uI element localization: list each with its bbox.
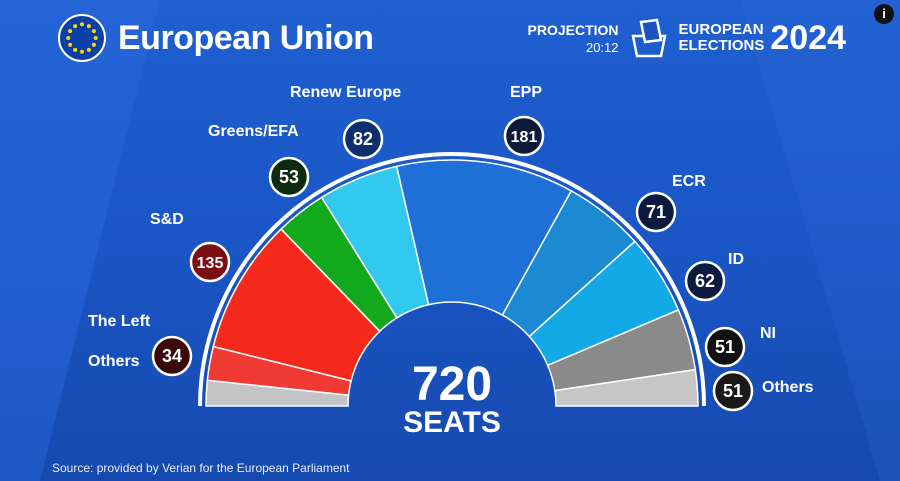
total-seats-unit: SEATS bbox=[403, 406, 501, 439]
party-label-others: Others bbox=[762, 379, 814, 396]
party-label-s-d: S&D bbox=[150, 211, 184, 228]
eu-star bbox=[73, 24, 78, 29]
seat-badge-greens-efa bbox=[268, 156, 310, 198]
elections-line1: EUROPEAN bbox=[678, 21, 764, 38]
seat-count-renew-europe: 82 bbox=[353, 129, 373, 149]
seat-count-s-d: 135 bbox=[197, 255, 224, 272]
elections-label: EUROPEAN ELECTIONS bbox=[679, 22, 765, 54]
total-seats-value: 720 bbox=[412, 358, 492, 411]
info-icon[interactable]: i bbox=[874, 4, 894, 24]
eu-star bbox=[66, 35, 71, 41]
projection-time: 20:12 bbox=[585, 39, 619, 55]
seat-badge-id bbox=[684, 260, 726, 302]
seat-segment-others bbox=[554, 368, 699, 407]
seat-count-epp: 181 bbox=[511, 129, 538, 146]
projection-block: PROJECTION 20:12 bbox=[528, 22, 619, 55]
source-note: Source: provided by Verian for the Europ… bbox=[52, 461, 350, 475]
seat-count-others: 51 bbox=[723, 381, 743, 401]
eu-flag-icon bbox=[58, 14, 106, 62]
seat-badge-ecr bbox=[635, 191, 677, 233]
seat-badge-ni bbox=[704, 326, 746, 368]
seat-count-ni: 51 bbox=[715, 337, 735, 357]
seat-badge-renew-europe bbox=[342, 118, 384, 160]
seat-badge-others bbox=[712, 370, 754, 412]
party-label-ecr: ECR bbox=[672, 173, 706, 190]
seat-count-greens-efa: 53 bbox=[279, 167, 299, 187]
eu-star bbox=[68, 42, 73, 47]
header-title-group: European Union bbox=[58, 14, 374, 62]
seat-count-the-left: 34 bbox=[162, 346, 182, 366]
seat-badge-epp bbox=[503, 115, 545, 157]
hemicycle-frame bbox=[198, 152, 706, 407]
page-title: European Union bbox=[118, 18, 374, 57]
eu-star bbox=[79, 22, 85, 27]
party-label-ni: NI bbox=[760, 325, 776, 342]
seat-badge-s-d bbox=[189, 241, 231, 283]
eu-star bbox=[79, 49, 85, 54]
election-header: PROJECTION 20:12 EUROPEAN ELECTIONS 2024 bbox=[528, 18, 846, 58]
eu-star bbox=[68, 29, 73, 34]
elections-line2: ELECTIONS bbox=[678, 37, 765, 54]
eu-star bbox=[93, 35, 98, 41]
seat-count-ecr: 71 bbox=[646, 202, 666, 222]
projection-label: PROJECTION bbox=[527, 21, 619, 38]
seat-count-id: 62 bbox=[695, 271, 715, 291]
eu-star bbox=[86, 47, 91, 52]
seat-segment-epp bbox=[395, 159, 573, 317]
eu-star bbox=[91, 42, 96, 47]
party-label-renew-europe: Renew Europe bbox=[290, 84, 401, 101]
eu-star bbox=[86, 24, 91, 29]
party-label-the-left: The Left bbox=[88, 313, 151, 330]
party-label-epp: EPP bbox=[510, 84, 542, 101]
party-label-others: Others bbox=[88, 353, 140, 370]
eu-star bbox=[91, 29, 96, 34]
eu-star bbox=[73, 47, 78, 52]
seat-badge-the-left bbox=[151, 335, 193, 377]
election-year: 2024 bbox=[770, 18, 846, 57]
party-label-greens-efa: Greens/EFA bbox=[208, 123, 299, 140]
ballot-box-icon bbox=[630, 18, 667, 58]
party-label-id: ID bbox=[728, 251, 744, 268]
